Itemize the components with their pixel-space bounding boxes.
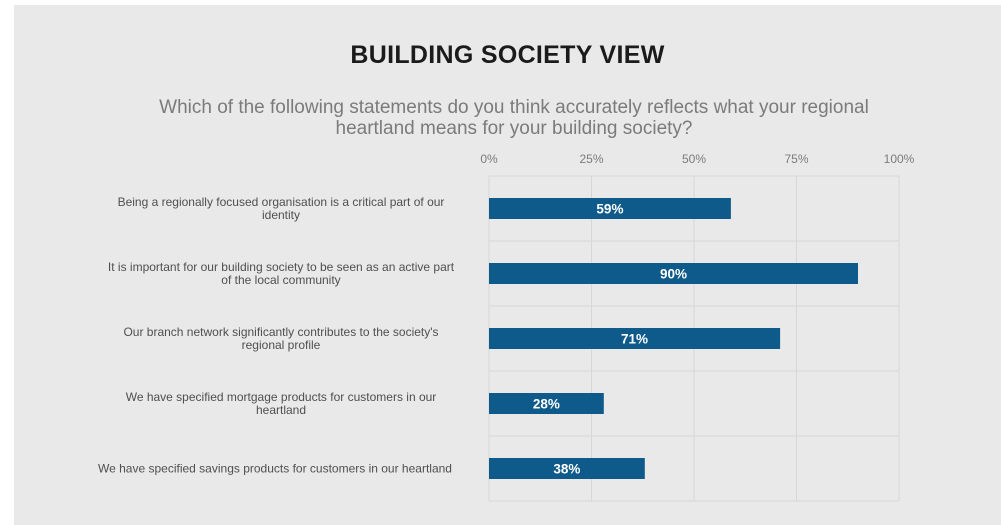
data-label: 71% xyxy=(621,332,648,347)
bar xyxy=(489,328,781,349)
category-label: It is important for our building society… xyxy=(108,260,455,287)
bar xyxy=(489,198,731,219)
chart-title: BUILDING SOCIETY VIEW xyxy=(350,41,665,69)
category-label: We have specified mortgage products for … xyxy=(126,390,437,417)
category-label: Being a regionally focused organisation … xyxy=(118,195,445,222)
bar xyxy=(489,393,604,414)
x-tick-label: 25% xyxy=(579,152,603,166)
category-label: Our branch network significantly contrib… xyxy=(123,325,438,352)
data-label: 59% xyxy=(596,202,623,217)
x-tick-label: 50% xyxy=(682,152,706,166)
category-label: We have specified savings products for c… xyxy=(98,462,452,476)
bar xyxy=(489,458,645,479)
x-tick-label: 75% xyxy=(784,152,808,166)
bar xyxy=(489,263,858,284)
data-label: 28% xyxy=(533,397,560,412)
data-label: 38% xyxy=(553,462,580,477)
x-tick-label: 100% xyxy=(884,152,915,166)
chart-subtitle: Which of the following statements do you… xyxy=(159,97,869,139)
x-tick-label: 0% xyxy=(480,152,498,166)
data-label: 90% xyxy=(660,267,687,282)
